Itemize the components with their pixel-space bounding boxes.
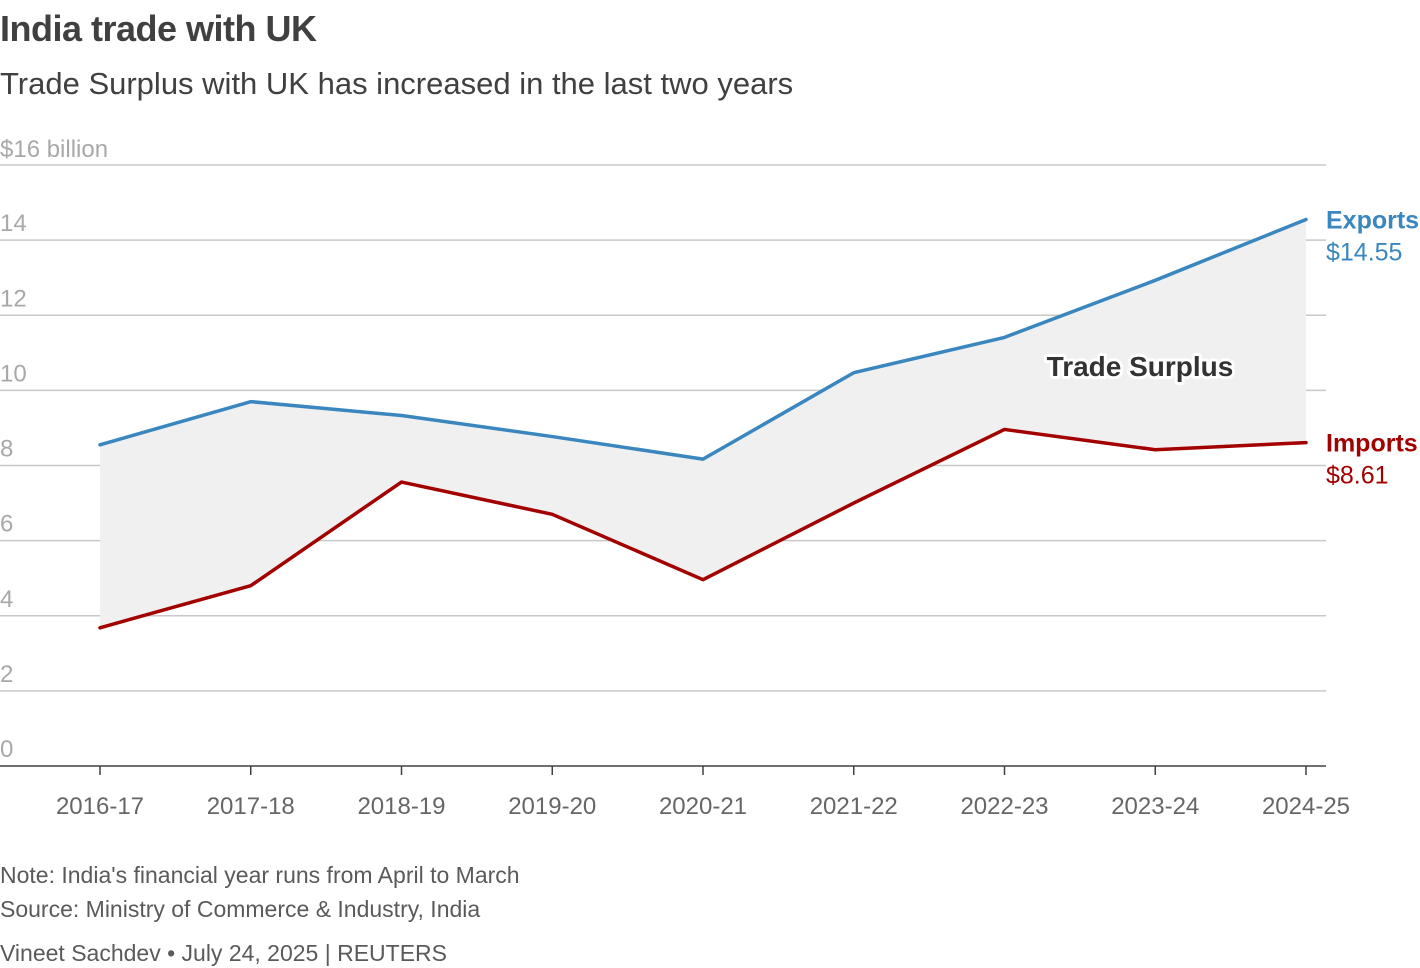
x-tick-label: 2024-25 <box>1262 793 1350 820</box>
chart-note: Note: India's financial year runs from A… <box>0 862 520 888</box>
x-tick-label: 2021-22 <box>810 793 898 820</box>
series-labels: Exports $14.55 Imports $8.61 Trade Surplus <box>1044 206 1419 490</box>
y-tick-label: 10 <box>0 360 27 387</box>
series-end-value-exports: $14.55 <box>1326 238 1402 266</box>
x-tick-label: 2017-18 <box>207 793 295 820</box>
y-axis-ticks: $16 billion 0 2 4 6 8 10 12 14 <box>0 136 108 763</box>
x-tick-label: 2018-19 <box>357 793 445 820</box>
trade-surplus-label: Trade Surplus <box>1047 351 1234 382</box>
y-axis-unit-label: $16 billion <box>0 136 108 163</box>
x-tick-label: 2023-24 <box>1111 793 1199 820</box>
x-tick-label: 2020-21 <box>659 793 747 820</box>
x-axis: 2016-17 2017-18 2018-19 2019-20 2020-21 2021-… <box>0 765 1350 820</box>
y-tick-label: 8 <box>0 436 13 463</box>
y-tick-label: 0 <box>0 736 13 763</box>
series-end-value-imports: $8.61 <box>1326 462 1389 490</box>
chart-title: India trade with UK <box>0 8 317 49</box>
x-tick-label: 2016-17 <box>56 793 144 820</box>
series-label-exports: Exports <box>1326 206 1419 234</box>
y-tick-label: 4 <box>0 586 13 613</box>
series-label-imports: Imports <box>1326 430 1418 458</box>
chart-credit: Vineet Sachdev • July 24, 2025 | REUTERS <box>0 940 448 966</box>
chart-source: Source: Ministry of Commerce & Industry,… <box>0 896 481 922</box>
x-tick-label: 2022-23 <box>960 793 1048 820</box>
y-tick-label: 6 <box>0 511 13 538</box>
x-tick-label: 2019-20 <box>508 793 596 820</box>
y-tick-label: 14 <box>0 210 27 237</box>
series-lines <box>98 217 1308 630</box>
trade-surplus-area <box>100 219 1306 628</box>
chart-subtitle: Trade Surplus with UK has increased in t… <box>0 66 794 101</box>
y-tick-label: 12 <box>0 285 27 312</box>
y-tick-label: 2 <box>0 661 13 688</box>
